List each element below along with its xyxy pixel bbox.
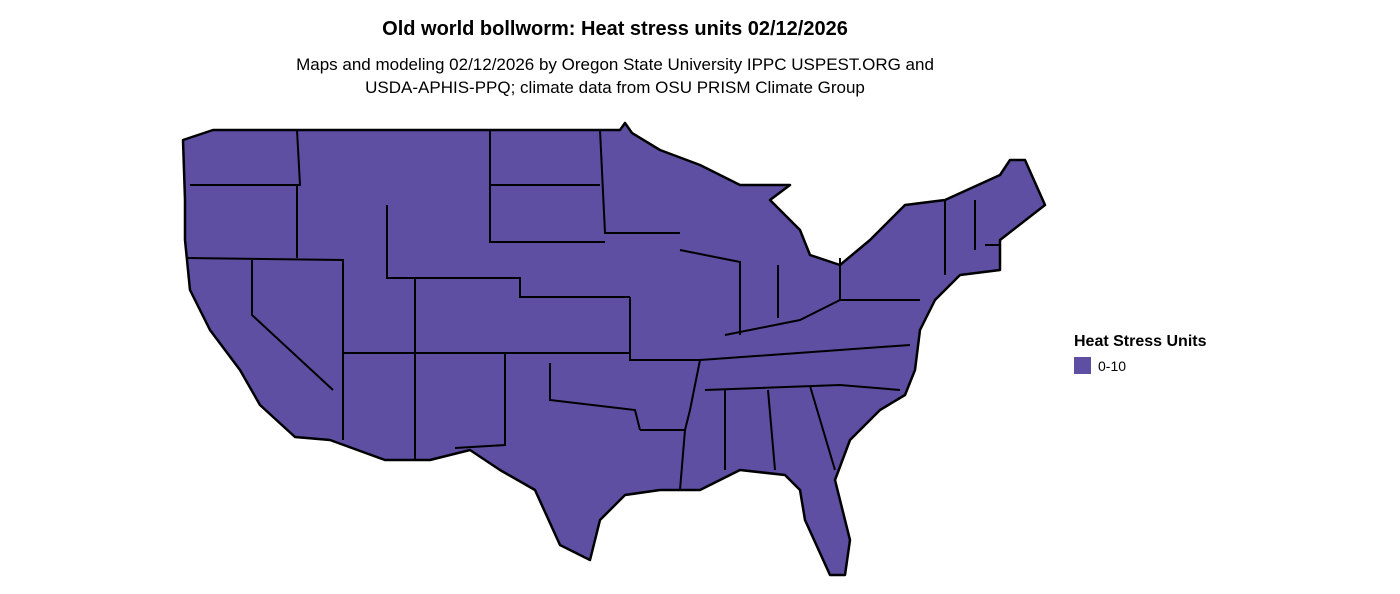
map-subtitle-line2: USDA-APHIS-PPQ; climate data from OSU PR… [365,78,865,97]
state-borders [186,129,1000,491]
legend-swatch-0-10 [1074,357,1091,374]
map-subtitle-line1: Maps and modeling 02/12/2026 by Oregon S… [296,55,934,74]
map-title: Old world bollworm: Heat stress units 02… [382,18,848,40]
us-outline [181,121,1047,577]
legend-label-0-10: 0-10 [1098,358,1127,374]
legend-title: Heat Stress Units [1074,333,1207,350]
